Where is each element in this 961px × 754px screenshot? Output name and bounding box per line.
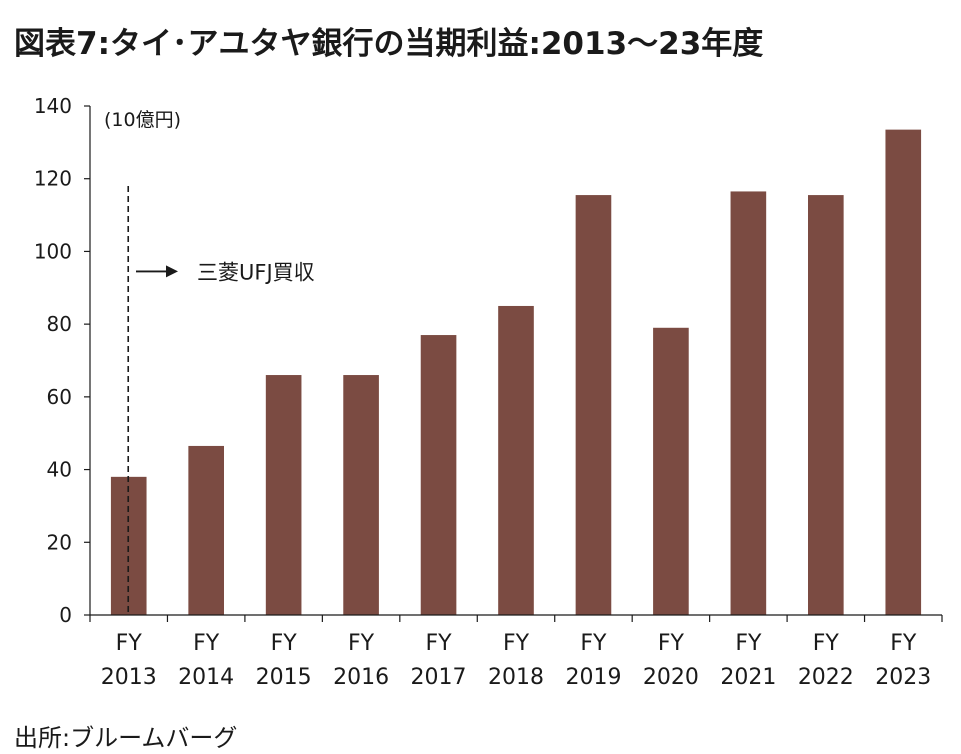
x-axis: FY 2013 FY 2014 FY 2015 FY 2016 FY 2017 FY 2018 FY 20… (89, 614, 943, 690)
x-tick-label: FY 2020 (643, 631, 699, 690)
arrowhead-icon (166, 265, 178, 278)
y-tick-label: 140 (34, 94, 72, 118)
acquisition-annotation: 三菱UFJ買収 (127, 185, 315, 615)
y-tick-label: 0 (59, 603, 72, 627)
bar (188, 445, 224, 615)
x-tick-label: FY 2021 (720, 631, 776, 690)
bar (653, 327, 689, 615)
bar (575, 195, 612, 615)
x-tick-label: FY 2014 (178, 631, 234, 690)
source-note: 出所:ブルームバーグ (14, 724, 238, 752)
bar (343, 375, 379, 615)
x-tick-label: FY 2018 (488, 631, 544, 690)
annotation-label: 三菱UFJ買収 (197, 260, 315, 284)
y-tick-label: 40 (47, 458, 72, 482)
unit-label: (10億円) (104, 109, 181, 131)
bar (265, 375, 302, 615)
x-tick-label: FY 2015 (256, 631, 312, 690)
bar (730, 191, 767, 616)
y-axis: 0 20 40 60 80 100 120 140 (34, 94, 91, 627)
y-tick-label: 20 (47, 530, 72, 554)
bar (498, 305, 534, 615)
x-tick-label: FY 2019 (565, 631, 621, 690)
bar (808, 195, 844, 615)
x-tick-label: FY 2013 (101, 631, 157, 690)
y-tick-label: 80 (47, 312, 72, 336)
x-tick-label: FY 2023 (875, 631, 931, 690)
chart-title: 図表7:タイ･アユタヤ銀行の当期利益:2013～23年度 (14, 26, 764, 62)
y-tick-label: 120 (34, 167, 72, 191)
x-tick-label: FY 2016 (333, 631, 389, 690)
y-tick-label: 60 (47, 385, 72, 409)
x-tick-label: FY 2017 (411, 631, 467, 690)
bar (885, 129, 922, 615)
bar (420, 335, 457, 615)
x-tick-label: FY 2022 (798, 631, 854, 690)
bars (110, 129, 922, 616)
y-tick-label: 100 (34, 239, 72, 263)
